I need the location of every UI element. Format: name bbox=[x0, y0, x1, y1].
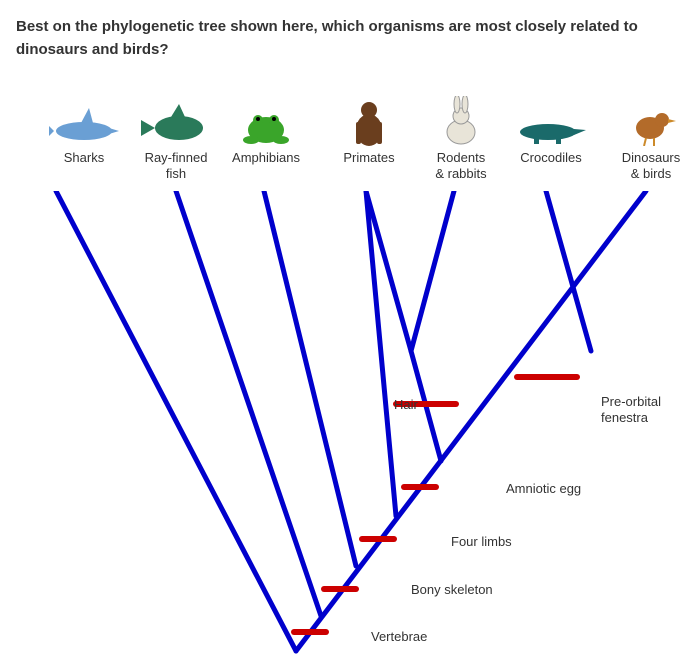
organism-sharks: Sharks bbox=[34, 91, 134, 166]
organism-label: Crocodiles bbox=[506, 150, 596, 166]
branch-rayfinned bbox=[176, 191, 321, 616]
organism-label: Dinosaurs & birds bbox=[606, 150, 696, 181]
trait-pre-orbital-fenestra: Pre-orbital fenestra bbox=[601, 394, 661, 425]
primates-icon bbox=[324, 91, 414, 146]
organism-amphibians: Amphibians bbox=[216, 91, 316, 166]
organism-crocodiles: Crocodiles bbox=[506, 91, 596, 166]
tree-svg bbox=[16, 191, 684, 661]
dinosaurs-birds-icon bbox=[606, 91, 696, 146]
branch-sharks bbox=[56, 191, 296, 651]
trait-four-limbs: Four limbs bbox=[451, 534, 512, 550]
organism-primates: Primates bbox=[324, 91, 414, 166]
organism-label: Ray-finned fish bbox=[126, 150, 226, 181]
organism-label: Amphibians bbox=[216, 150, 316, 166]
trait-amniotic-egg: Amniotic egg bbox=[506, 481, 581, 497]
rayfinned-fish-icon bbox=[126, 91, 226, 146]
branch-rodents bbox=[411, 191, 454, 351]
rodents-rabbits-icon bbox=[411, 91, 511, 146]
organism-rayfinned-fish: Ray-finned fish bbox=[126, 91, 226, 181]
sharks-icon bbox=[34, 91, 134, 146]
question-text: Best on the phylogenetic tree shown here… bbox=[16, 16, 684, 61]
trait-bony-skeleton: Bony skeleton bbox=[411, 582, 493, 598]
organism-label: Primates bbox=[324, 150, 414, 166]
organism-rodents-rabbits: Rodents & rabbits bbox=[411, 91, 511, 181]
trait-vertebrae: Vertebrae bbox=[371, 629, 427, 645]
crocodiles-icon bbox=[506, 91, 596, 146]
organism-dinosaurs-birds: Dinosaurs & birds bbox=[606, 91, 696, 181]
organism-label: Sharks bbox=[34, 150, 134, 166]
amphibians-icon bbox=[216, 91, 316, 146]
phylogenetic-tree-diagram: Sharks Ray-finned fish Amphibians bbox=[16, 91, 684, 591]
branch-amphibians bbox=[264, 191, 356, 566]
trait-hair: Hair bbox=[394, 397, 418, 413]
organism-label: Rodents & rabbits bbox=[411, 150, 511, 181]
